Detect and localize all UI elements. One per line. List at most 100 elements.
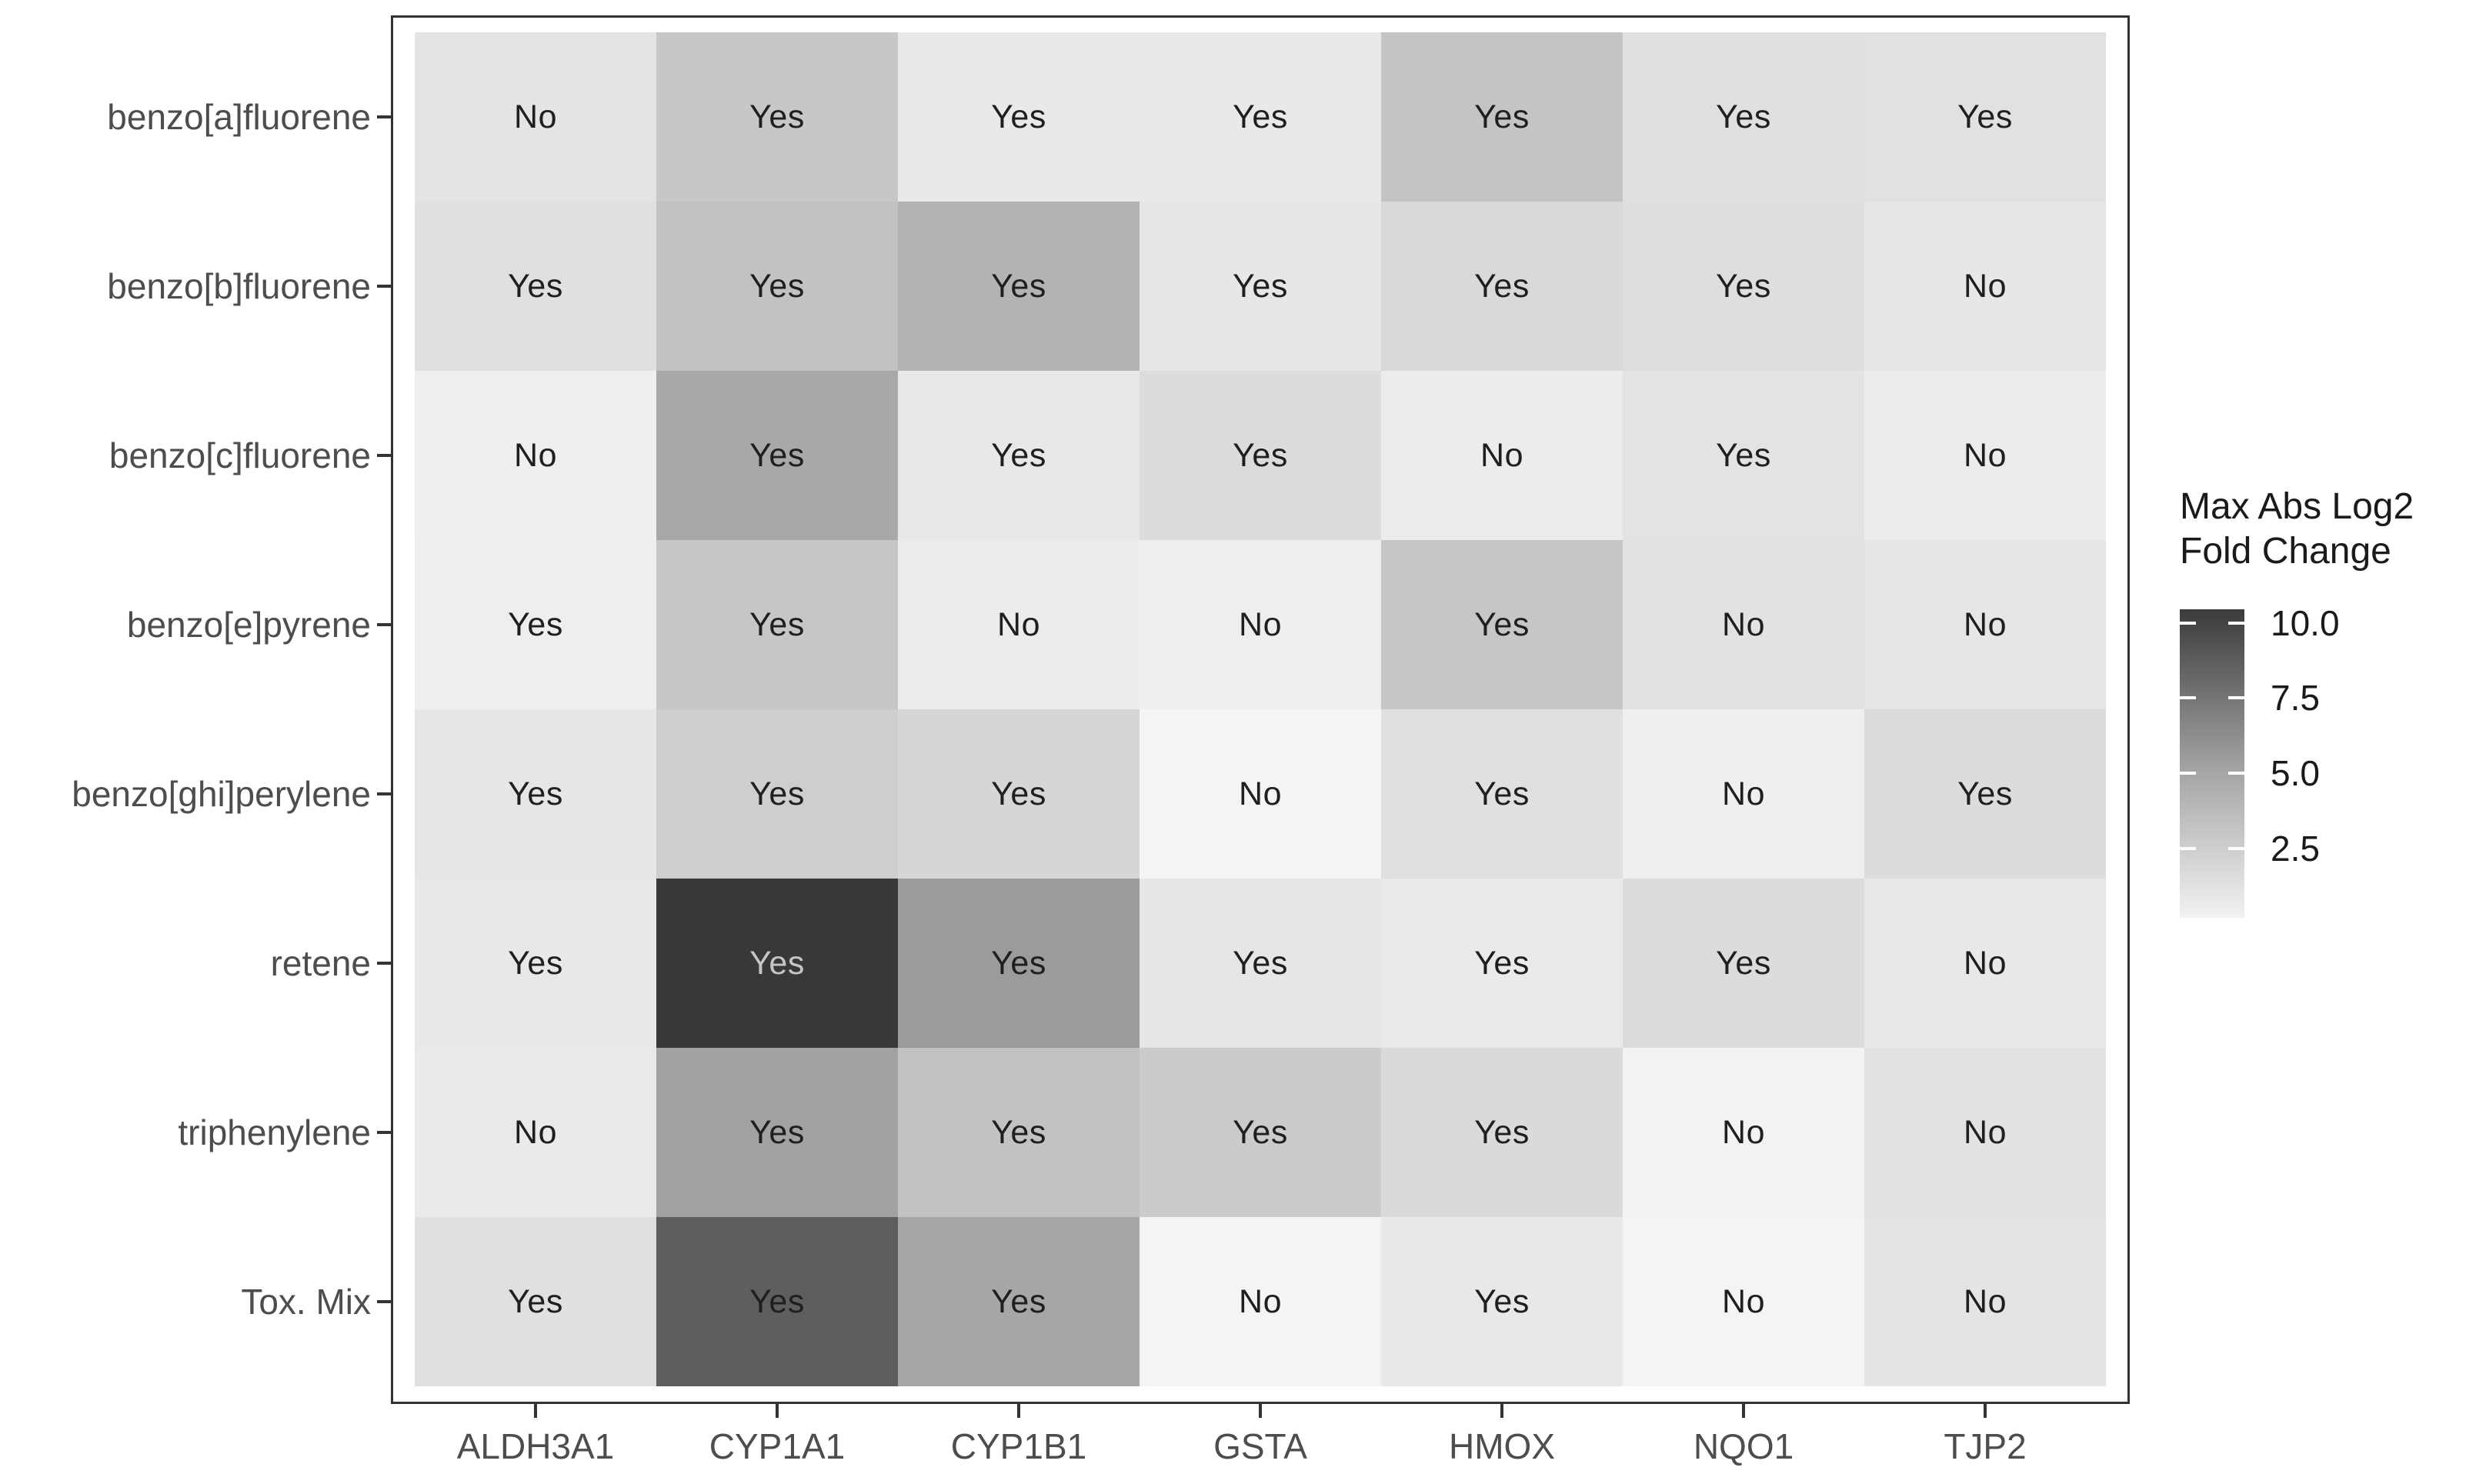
heatmap-cell: Yes — [898, 32, 1140, 202]
heatmap-cell: No — [898, 540, 1140, 709]
legend-tick-mark — [2180, 772, 2196, 775]
heatmap-cell: Yes — [415, 879, 656, 1048]
legend-tick-mark — [2228, 621, 2244, 625]
heatmap-cell: Yes — [1864, 709, 2106, 879]
heatmap-cell: No — [1623, 709, 1864, 879]
heatmap-cell: Yes — [1381, 540, 1623, 709]
heatmap-cell: Yes — [1381, 32, 1623, 202]
heatmap-cell: Yes — [415, 709, 656, 879]
heatmap-cell: Yes — [1381, 709, 1623, 879]
legend: Max Abs Log2 Fold Change 10.0 7.5 5.0 2.5 — [2180, 485, 2466, 962]
heatmap-cell: Yes — [1623, 202, 1864, 371]
heatmap-cell: Yes — [1864, 32, 2106, 202]
heatmap-cell: Yes — [1623, 879, 1864, 1048]
heatmap-cell: Yes — [656, 709, 898, 879]
y-axis-tick — [377, 1300, 391, 1303]
y-axis-label: triphenylene — [178, 1112, 371, 1152]
x-axis-tick — [1742, 1404, 1745, 1418]
x-axis-label: GSTA — [1213, 1426, 1307, 1466]
plot-panel: No Yes Yes Yes Yes Yes Yes Yes Yes Yes Yes Yes Yes No… — [391, 15, 2130, 1404]
heatmap-cell: Yes — [656, 32, 898, 202]
legend-tick-mark — [2180, 621, 2196, 625]
heatmap-cell: No — [1623, 1217, 1864, 1386]
x-axis-label: CYP1B1 — [950, 1426, 1087, 1466]
heatmap-cell: Yes — [1140, 202, 1381, 371]
heatmap-cell: Yes — [898, 202, 1140, 371]
heatmap-cell: Yes — [898, 371, 1140, 540]
y-axis-label: benzo[c]fluorene — [108, 435, 371, 475]
heatmap-cell: Yes — [1140, 32, 1381, 202]
y-axis-tick — [377, 962, 391, 965]
heatmap-cell: No — [415, 32, 656, 202]
heatmap-cell: No — [1864, 1217, 2106, 1386]
heatmap-cell: Yes — [1381, 1217, 1623, 1386]
x-axis-tick — [1500, 1404, 1503, 1418]
x-axis-tick — [1259, 1404, 1262, 1418]
heatmap-cell: No — [1864, 371, 2106, 540]
heatmap-cell: No — [1381, 371, 1623, 540]
legend-tick-label: 2.5 — [2271, 829, 2320, 869]
y-axis-tick — [377, 454, 391, 457]
legend-tick-mark — [2228, 847, 2244, 851]
heatmap-cell: Yes — [1381, 879, 1623, 1048]
x-axis-label: TJP2 — [1944, 1426, 2027, 1466]
heatmap-cell: Yes — [898, 879, 1140, 1048]
heatmap-cell: Yes — [1140, 1048, 1381, 1217]
y-axis-label: benzo[b]fluorene — [107, 266, 371, 306]
heatmap-cell: Yes — [898, 1048, 1140, 1217]
heatmap-cell: No — [1864, 540, 2106, 709]
heatmap-cell: No — [1140, 540, 1381, 709]
legend-title: Max Abs Log2 Fold Change — [2180, 486, 2414, 572]
y-axis-tick — [377, 1131, 391, 1134]
heatmap-cell: No — [1140, 1217, 1381, 1386]
heatmap-cell: No — [415, 371, 656, 540]
legend-tick-mark — [2228, 696, 2244, 700]
legend-tick-mark — [2180, 847, 2196, 851]
x-axis-tick — [776, 1404, 779, 1418]
heatmap-cell: Yes — [898, 709, 1140, 879]
heatmap-cell: Yes — [1623, 371, 1864, 540]
heatmap-cell: Yes — [1623, 32, 1864, 202]
heatmap-cell: Yes — [898, 1217, 1140, 1386]
y-axis-label: retene — [270, 943, 371, 983]
y-axis-tick — [377, 115, 391, 118]
heatmap-cell: Yes — [415, 1217, 656, 1386]
heatmap-cell: Yes — [656, 371, 898, 540]
x-axis-tick — [1017, 1404, 1020, 1418]
legend-tick-mark — [2228, 772, 2244, 775]
heatmap-cell: No — [1623, 1048, 1864, 1217]
heatmap-cell: No — [1864, 1048, 2106, 1217]
heatmap-cell: Yes — [1140, 371, 1381, 540]
y-axis-tick — [377, 623, 391, 626]
x-axis-label: HMOX — [1449, 1426, 1555, 1466]
y-axis-label: benzo[a]fluorene — [107, 97, 371, 137]
heatmap-cell: Yes — [656, 1217, 898, 1386]
heatmap-cell: Yes — [1381, 202, 1623, 371]
x-axis-tick — [1984, 1404, 1987, 1418]
y-axis-label: Tox. Mix — [241, 1282, 371, 1322]
heatmap-cell: Yes — [656, 1048, 898, 1217]
heatmap-cell: No — [1864, 879, 2106, 1048]
legend-gradient-bar — [2180, 609, 2244, 918]
heatmap-cell: Yes — [656, 879, 898, 1048]
heatmap-cell: No — [1140, 709, 1381, 879]
y-axis-label: benzo[e]pyrene — [126, 605, 371, 645]
heatmap-cell: Yes — [656, 540, 898, 709]
legend-tick-label: 10.0 — [2271, 602, 2340, 643]
heatmap-cell: No — [415, 1048, 656, 1217]
y-axis-tick — [377, 285, 391, 288]
heatmap-cell: Yes — [1381, 1048, 1623, 1217]
y-axis-label: benzo[ghi]perylene — [72, 774, 371, 814]
legend-tick-mark — [2180, 696, 2196, 700]
legend-tick-label: 5.0 — [2271, 753, 2320, 794]
legend-tick-label: 7.5 — [2271, 678, 2320, 719]
heatmap-cell: Yes — [415, 540, 656, 709]
x-axis-label: ALDH3A1 — [456, 1426, 615, 1466]
heatmap-cell: No — [1623, 540, 1864, 709]
x-axis-tick — [534, 1404, 537, 1418]
heatmap-tile-grid: No Yes Yes Yes Yes Yes Yes Yes Yes Yes Yes Yes Yes No… — [415, 32, 2106, 1386]
x-axis-label: NQO1 — [1693, 1426, 1794, 1466]
heatmap-cell: Yes — [656, 202, 898, 371]
y-axis-tick — [377, 792, 391, 795]
